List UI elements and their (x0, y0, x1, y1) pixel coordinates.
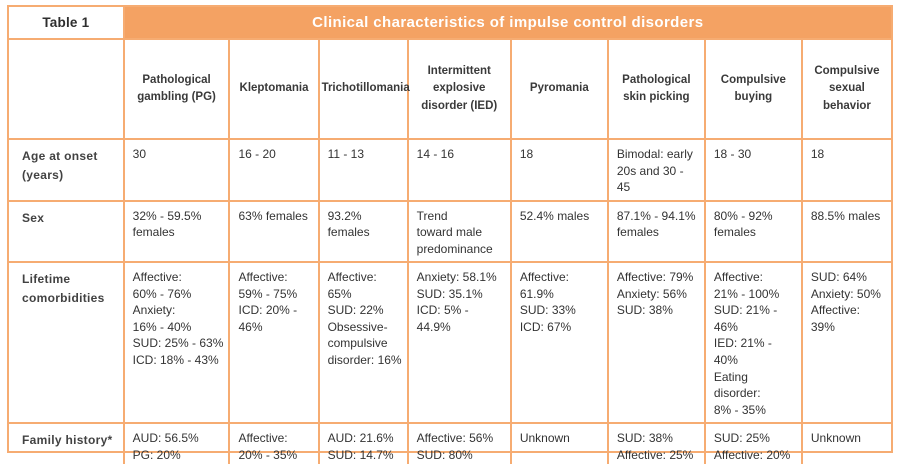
cell-comorbidities-trichotillomania: Affective: 65% SUD: 22% Obsessive- compu… (317, 261, 409, 425)
cell-age-sexual-behavior: 18 (800, 138, 893, 202)
column-header-row: Pathological gambling (PG) Kleptomania T… (8, 38, 893, 140)
row-lifetime-comorbidities: Lifetime comorbidities Affective: 60% - … (8, 261, 893, 425)
col-header-pathological-gambling: Pathological gambling (PG) (122, 38, 231, 140)
cell-family-buying: SUD: 25% Affective: 20% (703, 422, 803, 464)
row-label-lifetime-comorbidities: Lifetime comorbidities (8, 261, 125, 425)
cell-comorbidities-ied: Anxiety: 58.1% SUD: 35.1% ICD: 5% - 44.9… (406, 261, 512, 425)
col-header-kleptomania: Kleptomania (228, 38, 320, 140)
row-label-sex: Sex (8, 199, 125, 264)
row-sex: Sex 32% - 59.5% females 63% females 93.2… (8, 199, 893, 264)
col-header-compulsive-sexual-behavior: Compulsive sexual behavior (800, 38, 893, 140)
cell-age-buying: 18 - 30 (703, 138, 803, 202)
cell-comorbidities-skin-picking: Affective: 79% Anxiety: 56% SUD: 38% (606, 261, 706, 425)
cell-sex-pg: 32% - 59.5% females (122, 199, 231, 264)
col-header-compulsive-buying: Compulsive buying (703, 38, 803, 140)
row-label-family-history: Family history* (8, 422, 125, 464)
cell-age-pg: 30 (122, 138, 231, 202)
cell-sex-ied: Trend toward male predominance (406, 199, 512, 264)
cell-family-ied: Affective: 56% SUD: 80% ICD: 56% (406, 422, 512, 464)
row-label-age-at-onset: Age at onset (years) (8, 138, 125, 202)
corner-empty-cell (8, 38, 125, 140)
banner-row: Table 1 Clinical characteristics of impu… (8, 6, 893, 40)
cell-sex-trichotillomania: 93.2% females (317, 199, 409, 264)
table-number-label: Table 1 (8, 6, 125, 40)
cell-sex-sexual-behavior: 88.5% males (800, 199, 893, 264)
table-outer-frame: Table 1 Clinical characteristics of impu… (7, 5, 893, 464)
clinical-characteristics-table: Table 1 Clinical characteristics of impu… (8, 6, 893, 464)
cell-sex-kleptomania: 63% females (228, 199, 320, 264)
table-title: Clinical characteristics of impulse cont… (122, 6, 893, 40)
cell-sex-buying: 80% - 92% females (703, 199, 803, 264)
col-header-trichotillomania: Trichotillomania (317, 38, 410, 140)
cell-comorbidities-pg: Affective: 60% - 76% Anxiety: 16% - 40% … (122, 261, 231, 425)
cell-family-sexual-behavior: Unknown (800, 422, 893, 464)
cell-sex-skin-picking: 87.1% - 94.1% females (606, 199, 706, 264)
cell-family-kleptomania: Affective: 20% - 35% (228, 422, 320, 464)
row-family-history: Family history* AUD: 56.5% PG: 20% Affec… (8, 422, 893, 464)
cell-age-kleptomania: 16 - 20 (228, 138, 320, 202)
row-age-at-onset: Age at onset (years) 30 16 - 20 11 - 13 … (8, 138, 893, 202)
col-header-intermittent-explosive-disorder: Intermittent explosive disorder (IED) (406, 38, 512, 140)
col-header-pyromania: Pyromania (509, 38, 609, 140)
cell-age-ied: 14 - 16 (406, 138, 512, 202)
cell-age-skin-picking: Bimodal: early 20s and 30 - 45 (606, 138, 706, 202)
cell-age-pyromania: 18 (509, 138, 609, 202)
cell-age-trichotillomania: 11 - 13 (317, 138, 409, 202)
cell-comorbidities-pyromania: Affective: 61.9% SUD: 33% ICD: 67% (509, 261, 609, 425)
cell-family-pyromania: Unknown (509, 422, 609, 464)
cell-comorbidities-buying: Affective: 21% - 100% SUD: 21% - 46% IED… (703, 261, 803, 425)
col-header-pathological-skin-picking: Pathological skin picking (606, 38, 706, 140)
cell-family-pg: AUD: 56.5% PG: 20% (122, 422, 231, 464)
cell-comorbidities-kleptomania: Affective: 59% - 75% ICD: 20% - 46% (228, 261, 320, 425)
cell-family-trichotillomania: AUD: 21.6% SUD: 14.7% (317, 422, 409, 464)
cell-family-skin-picking: SUD: 38% Affective: 25% (606, 422, 706, 464)
cell-comorbidities-sexual-behavior: SUD: 64% Anxiety: 50% Affective: 39% (800, 261, 893, 425)
cell-sex-pyromania: 52.4% males (509, 199, 609, 264)
